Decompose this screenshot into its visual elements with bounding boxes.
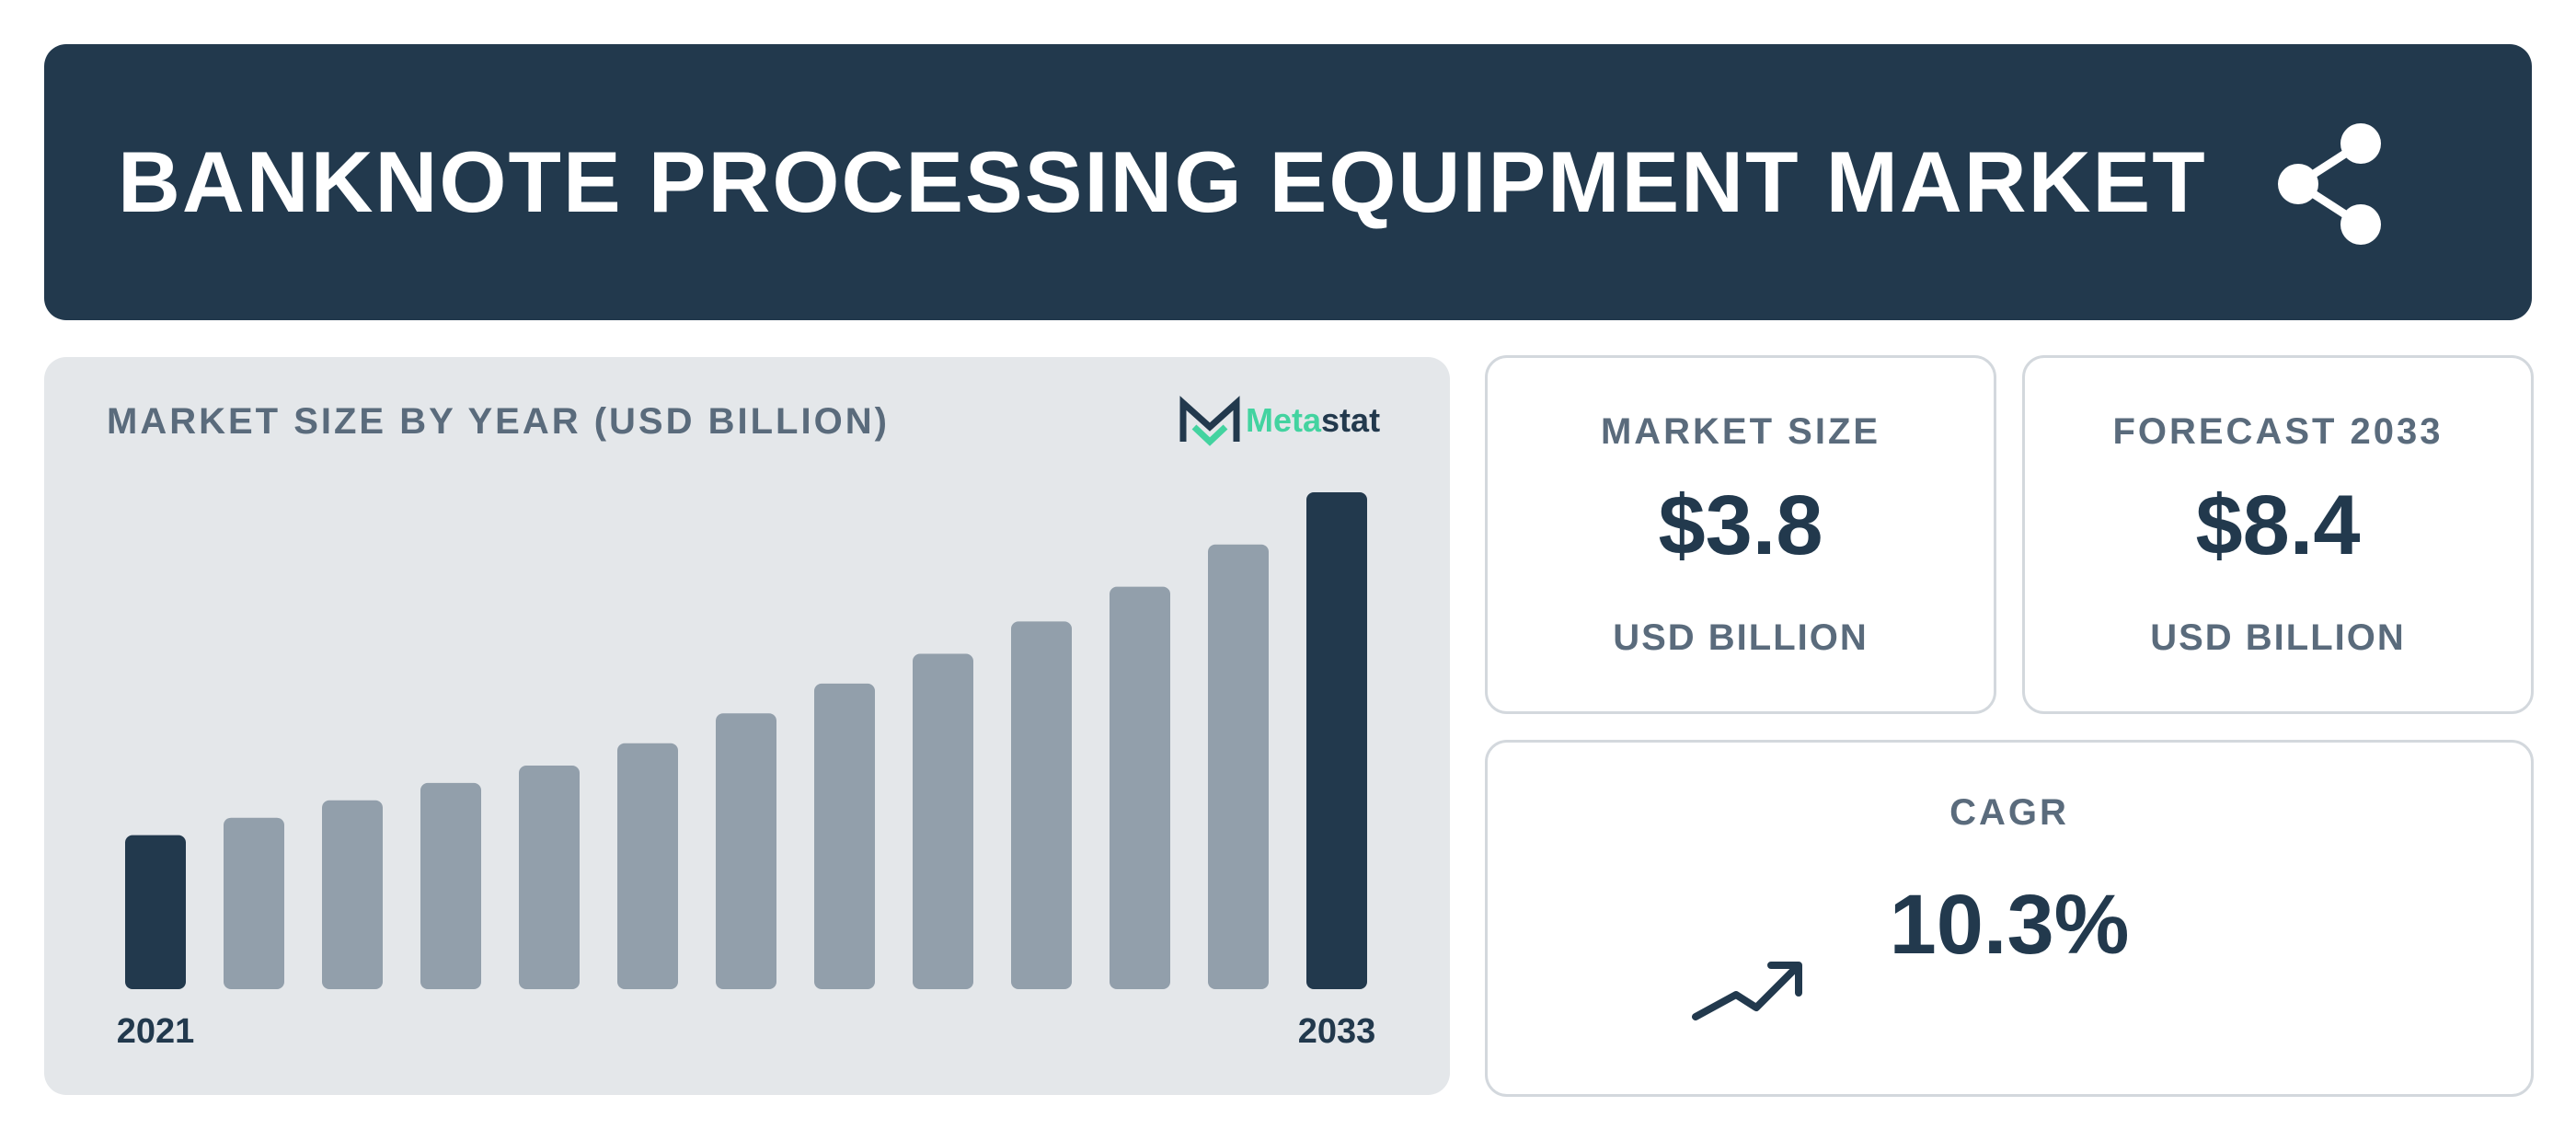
market-size-card: MARKET SIZE $3.8 USD BILLION xyxy=(1485,355,1996,714)
metastat-logo: Metastat xyxy=(1179,394,1419,449)
market-size-chart-panel: MARKET SIZE BY YEAR (USD BILLION) Metast… xyxy=(44,357,1450,1095)
forecast-value: $8.4 xyxy=(2195,478,2361,572)
bar-2024 xyxy=(420,782,481,989)
chart-title: MARKET SIZE BY YEAR (USD BILLION) xyxy=(107,401,890,442)
bar-2030 xyxy=(1011,621,1072,989)
bar-chart: 2021 2033 xyxy=(117,492,1376,1051)
bar-2021 xyxy=(125,835,186,989)
bar-2031 xyxy=(1110,586,1170,989)
bar-2033 xyxy=(1306,492,1367,989)
trend-up-icon xyxy=(1692,962,1802,1020)
cagr-label: CAGR xyxy=(1949,792,2069,833)
header-banner: BANKNOTE PROCESSING EQUIPMENT MARKET xyxy=(44,44,2532,320)
bar-2032 xyxy=(1208,544,1269,989)
market-size-unit: USD BILLION xyxy=(1613,617,1869,658)
bar-2023 xyxy=(322,800,383,989)
share-icon[interactable] xyxy=(2261,120,2409,248)
bar-2025 xyxy=(519,766,580,989)
market-size-value: $3.8 xyxy=(1658,478,1823,572)
forecast-label: FORECAST 2033 xyxy=(2112,411,2444,452)
bar-2027 xyxy=(716,713,776,989)
logo-wordmark: Metastat xyxy=(1246,401,1380,440)
bar-2022 xyxy=(224,817,284,989)
metastat-logo-mark xyxy=(1179,396,1240,446)
x-tick-label-2021: 2021 xyxy=(117,1012,195,1051)
forecast-unit: USD BILLION xyxy=(2150,617,2406,658)
logo-wordmark-part1: Meta xyxy=(1246,401,1322,439)
x-tick-label-2033: 2033 xyxy=(1298,1012,1376,1051)
cagr-card: CAGR 10.3% xyxy=(1485,740,2534,1097)
page-title: BANKNOTE PROCESSING EQUIPMENT MARKET xyxy=(118,133,2207,230)
forecast-card: FORECAST 2033 $8.4 USD BILLION xyxy=(2022,355,2534,714)
logo-wordmark-part2: stat xyxy=(1321,401,1381,439)
bar-2026 xyxy=(617,743,678,989)
bar-2029 xyxy=(913,653,973,989)
bar-2028 xyxy=(814,683,875,989)
cagr-value: 10.3% xyxy=(1889,878,2130,972)
market-size-label: MARKET SIZE xyxy=(1600,411,1881,452)
